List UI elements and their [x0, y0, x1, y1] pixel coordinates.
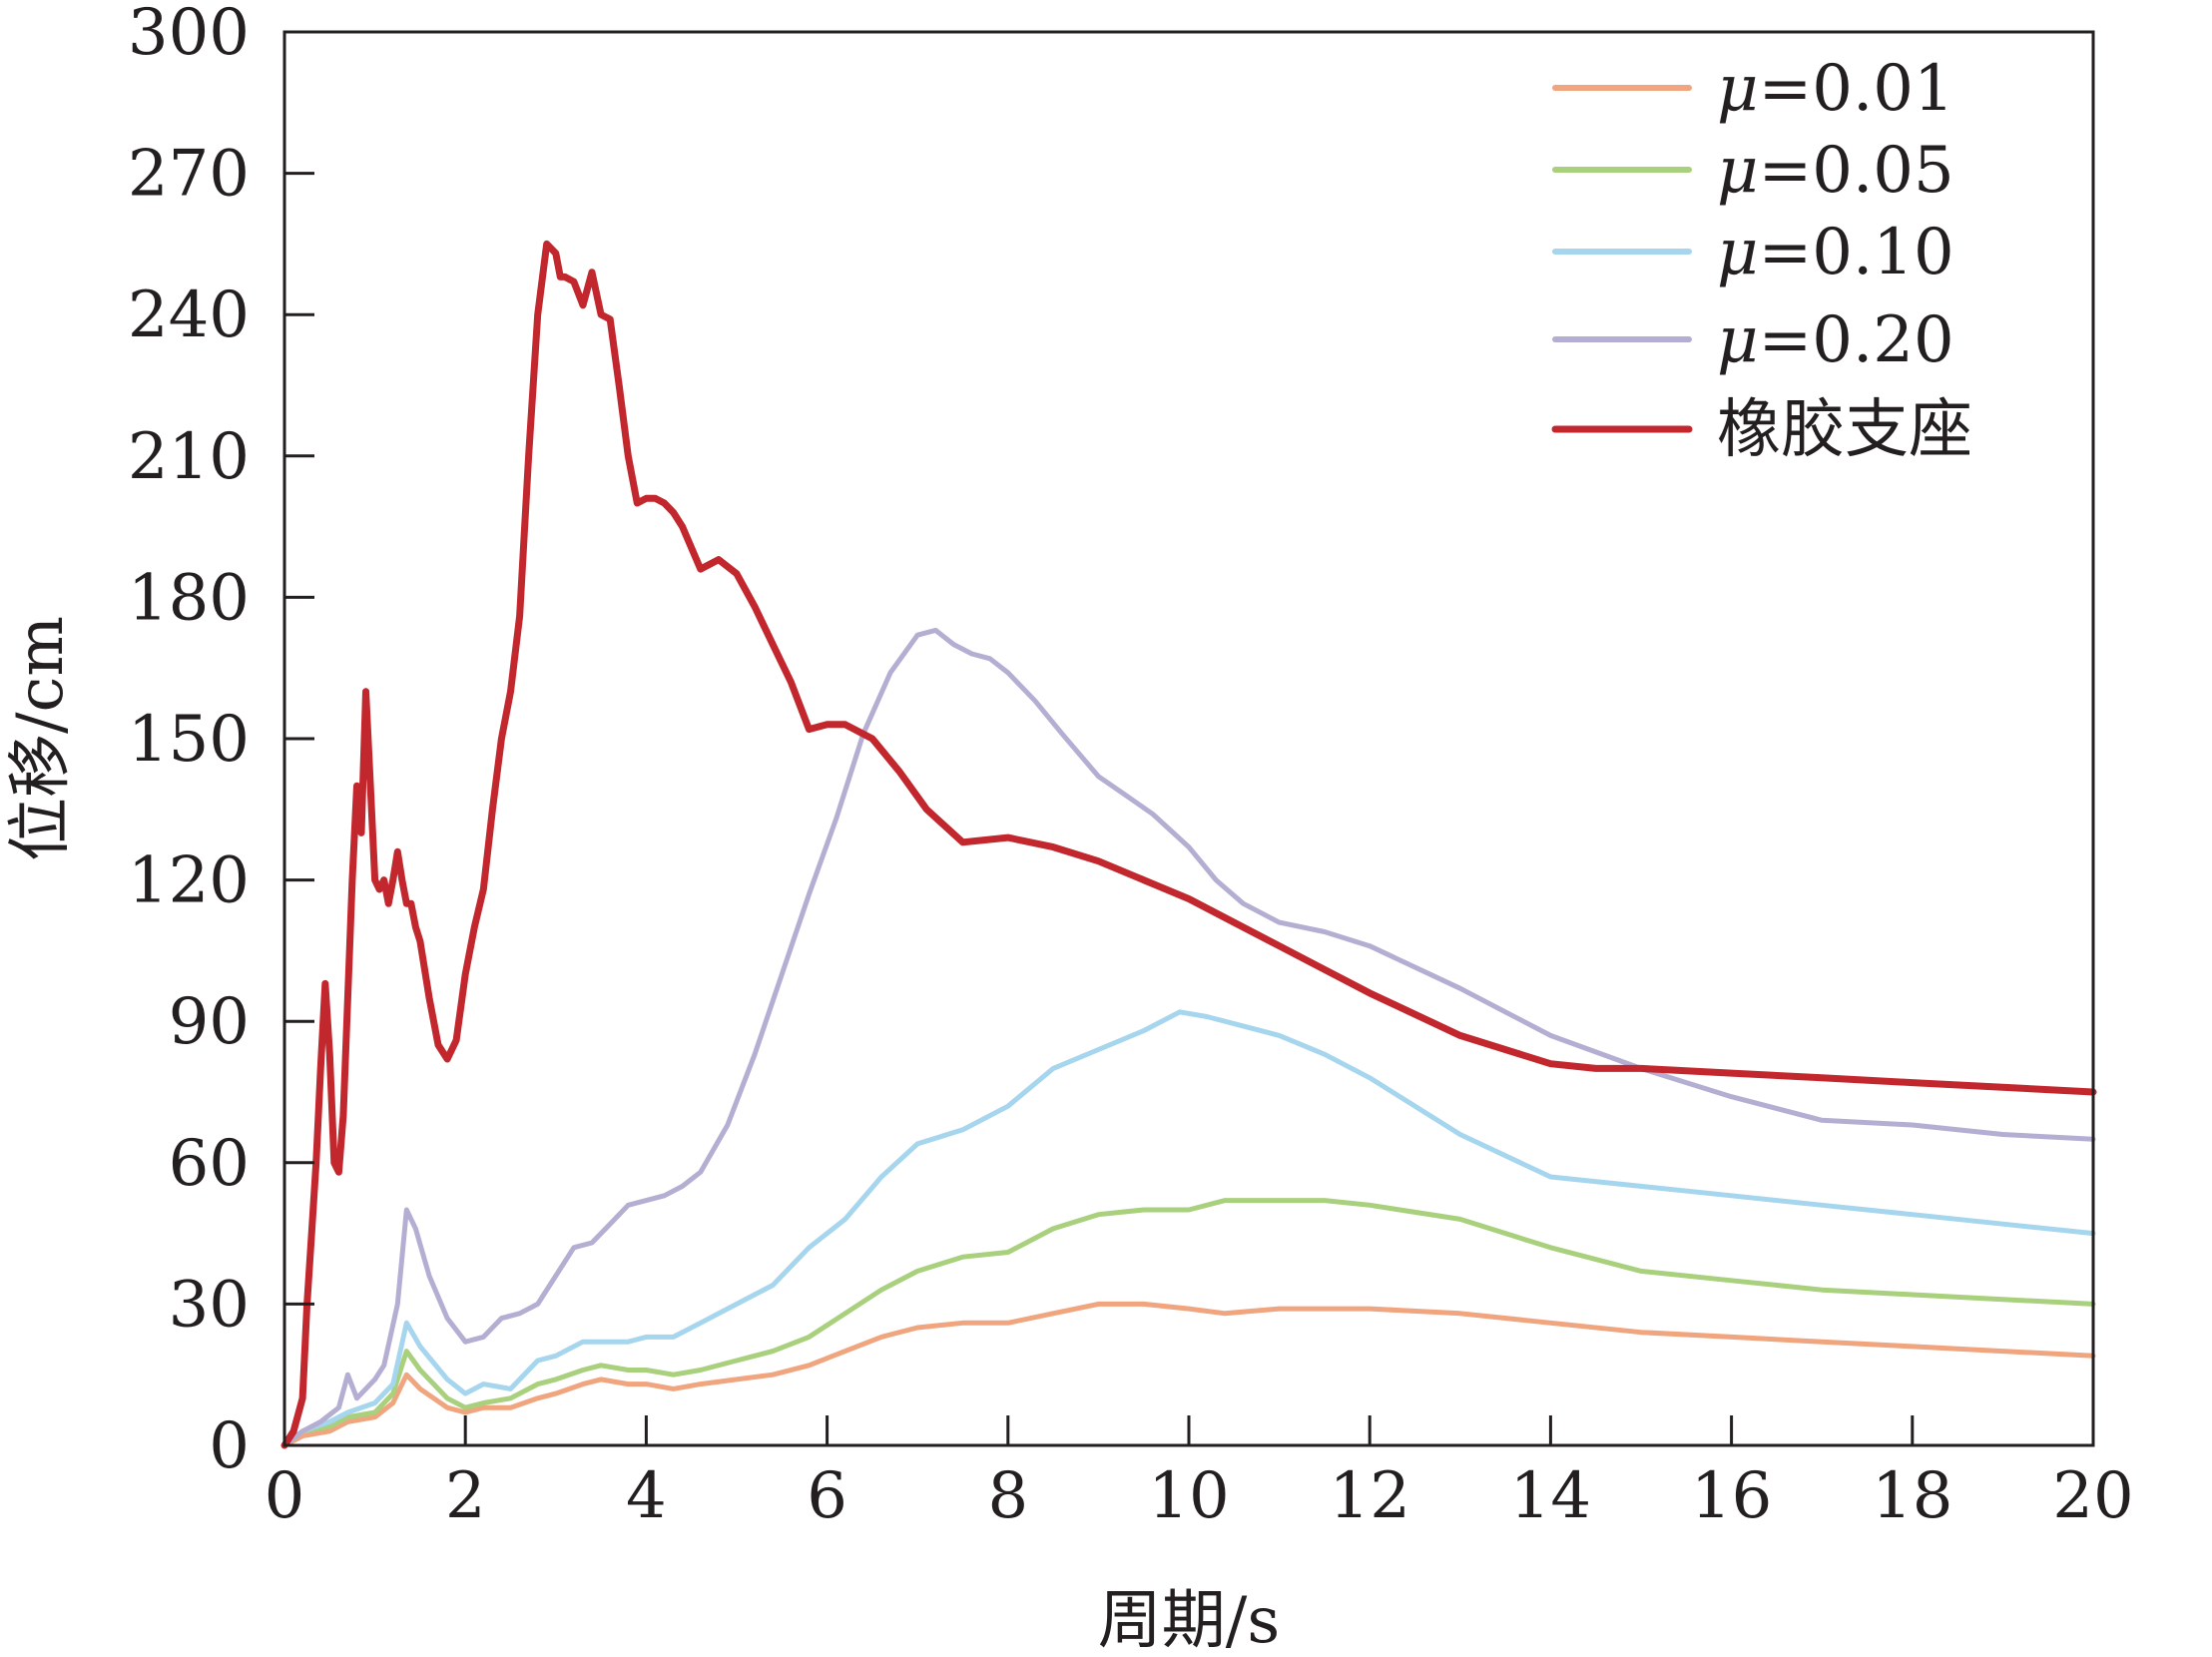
y-tick-label: 270 — [128, 138, 250, 212]
series-line-2 — [281, 1198, 2096, 1448]
x-tick-label: 0 — [265, 1459, 305, 1533]
x-tick-label: 10 — [1148, 1459, 1229, 1533]
series-layer — [280, 240, 2097, 1449]
x-tick-label: 6 — [807, 1459, 847, 1533]
x-tick-label: 8 — [987, 1459, 1028, 1533]
y-tick-label: 90 — [169, 985, 250, 1059]
y-tick-label: 300 — [128, 0, 250, 70]
legend-label: μ=0.01 — [1717, 52, 1954, 126]
y-tick-label: 120 — [128, 844, 250, 918]
y-tick-label: 30 — [169, 1268, 250, 1342]
y-axis: 0 30 60 90 120 150 180 210 240 270 300 — [128, 0, 314, 1483]
y-tick-label: 0 — [209, 1409, 250, 1483]
series-line-1 — [281, 1301, 2096, 1448]
x-tick-label: 2 — [445, 1459, 486, 1533]
x-tick-label: 12 — [1329, 1459, 1409, 1533]
legend-label: 橡胶支座 — [1717, 393, 1972, 467]
x-tick-label: 4 — [626, 1459, 667, 1533]
x-axis-title: 周期/s — [1098, 1584, 1280, 1657]
y-axis-title: 位移/cm — [4, 616, 78, 861]
legend-label-value: 橡胶支座 — [1717, 393, 1972, 467]
legend-label-value: =0.05 — [1759, 134, 1954, 208]
y-tick-label: 210 — [128, 420, 250, 494]
y-tick-label: 60 — [169, 1127, 250, 1201]
legend-label: μ=0.20 — [1717, 303, 1954, 377]
x-tick-label: 20 — [2052, 1459, 2133, 1533]
legend-label-value: =0.01 — [1759, 52, 1954, 126]
y-tick-label: 150 — [128, 703, 250, 777]
series-line-5 — [280, 240, 2097, 1449]
x-tick-label: 14 — [1510, 1459, 1591, 1533]
x-tick-label: 16 — [1691, 1459, 1772, 1533]
y-tick-label: 240 — [128, 278, 250, 352]
legend-label-symbol: μ — [1717, 303, 1759, 377]
legend-label-symbol: μ — [1717, 134, 1759, 208]
legend-label: μ=0.10 — [1717, 216, 1954, 289]
series-line-4 — [281, 627, 2096, 1448]
legend-label-symbol: μ — [1717, 52, 1759, 126]
x-axis: 0 2 4 6 8 10 12 14 16 18 20 — [265, 1415, 2134, 1533]
series-line-3 — [281, 1009, 2096, 1448]
legend-label-value: =0.20 — [1759, 303, 1954, 377]
legend-label-value: =0.10 — [1759, 216, 1954, 289]
legend-label: μ=0.05 — [1717, 134, 1954, 208]
y-tick-label: 180 — [128, 561, 250, 635]
legend-label-symbol: μ — [1717, 216, 1759, 289]
x-tick-label: 18 — [1872, 1459, 1952, 1533]
